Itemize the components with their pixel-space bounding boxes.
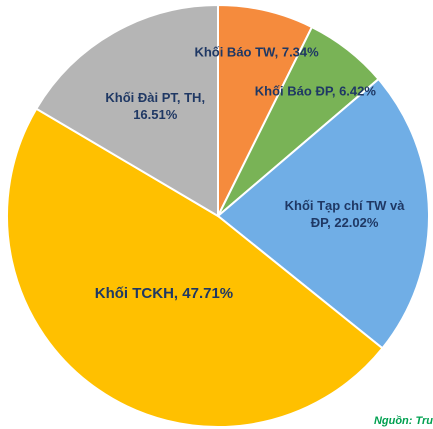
slice-label: Khối Báo ĐP, 6.42% (245, 83, 385, 100)
value-label: 47.71% (182, 285, 234, 303)
value-label: 22.02% (334, 215, 379, 231)
slice-label: Khối Tạp chí TW và ĐP, 22.02% (275, 197, 415, 231)
pie-slice (216, 77, 430, 350)
value-label: 16.51% (133, 107, 178, 123)
pie-slice (217, 3, 314, 217)
category-label: Khối Báo ĐP, (254, 83, 336, 99)
pie-slice (6, 107, 384, 428)
slice-label: Khối Đài PT, TH, 16.51% (85, 89, 225, 123)
category-label: Khối Báo TW, (194, 44, 279, 60)
slice-label: Khối TCKH, 47.71% (94, 284, 234, 304)
slice-label: Khối Báo TW, 7.34% (187, 43, 327, 60)
value-label: 6.42% (339, 83, 376, 99)
category-label: Khối Tạp chí TW và ĐP, (284, 198, 405, 231)
pie-slice (34, 3, 219, 218)
category-label: Khối TCKH, (94, 285, 179, 303)
category-label: Khối Đài PT, TH, (105, 90, 206, 106)
source-note: Nguồn: Tru (373, 415, 433, 427)
value-label: 7.34% (281, 44, 319, 60)
